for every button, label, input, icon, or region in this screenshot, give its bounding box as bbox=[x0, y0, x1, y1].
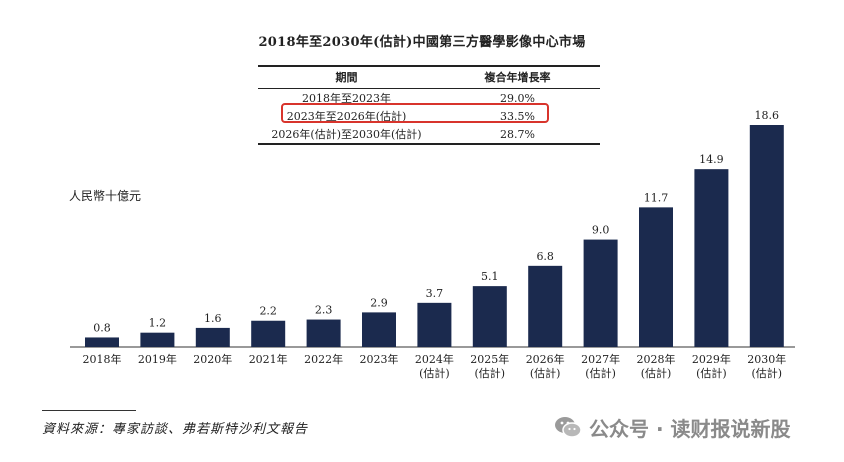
wechat-icon bbox=[555, 417, 582, 438]
bar-11 bbox=[694, 169, 729, 347]
x-tick-label: 2020年 bbox=[193, 352, 232, 366]
bar-value-label: 1.6 bbox=[204, 312, 222, 325]
x-tick-label: 2025年 bbox=[470, 352, 509, 366]
bar-3 bbox=[251, 320, 286, 347]
cagr-period-cell: 2023年至2026年(估計) bbox=[286, 110, 407, 123]
x-tick-label: 2023年 bbox=[360, 352, 399, 366]
bar-chart: 0.8 2018年 1.2 2019年 1.6 2020年 2.2 2021年 2.3 2022年… bbox=[70, 109, 795, 380]
x-tick-label: (估計) bbox=[641, 366, 672, 380]
bar-4 bbox=[306, 319, 341, 347]
bar-2 bbox=[195, 327, 230, 347]
bar-6 bbox=[417, 302, 452, 347]
x-tick-label: (估計) bbox=[752, 366, 783, 380]
bar-value-label: 6.8 bbox=[536, 250, 554, 263]
watermark-text: 公众号 · 读财报说新股 bbox=[589, 416, 791, 441]
table-row: 2018年至2023年 29.0% bbox=[258, 89, 600, 108]
source-divider bbox=[42, 410, 136, 411]
bar-1 bbox=[140, 332, 175, 347]
x-tick-label: 2027年 bbox=[581, 352, 620, 366]
x-tick-label: 2021年 bbox=[249, 352, 288, 366]
source-note: 資料來源：專家訪談、弗若斯特沙利文報告 bbox=[42, 422, 309, 437]
bar-value-label: 2.9 bbox=[370, 296, 388, 309]
x-tick-label: (估計) bbox=[419, 366, 450, 380]
bar-value-label: 18.6 bbox=[755, 109, 780, 122]
bar-8 bbox=[528, 265, 563, 347]
bar-value-label: 2.3 bbox=[315, 304, 333, 317]
x-tick-label: 2030年 bbox=[747, 352, 786, 366]
x-tick-label: (估計) bbox=[585, 366, 616, 380]
bar-value-label: 5.1 bbox=[481, 270, 499, 283]
x-tick-label: (估計) bbox=[696, 366, 727, 380]
bar-10 bbox=[639, 207, 673, 347]
x-tick-label: 2029年 bbox=[692, 352, 731, 366]
bar-12 bbox=[749, 125, 784, 347]
table-row: 2026年(估計)至2030年(估計) 28.7% bbox=[258, 125, 600, 145]
chart-title: 2018年至2030年(估計)中國第三方醫學影像中心市場 bbox=[258, 35, 586, 50]
x-tick-label: 2019年 bbox=[138, 352, 177, 366]
bar-value-label: 1.2 bbox=[149, 317, 167, 330]
cagr-period-cell: 2018年至2023年 bbox=[302, 92, 391, 105]
x-tick-label: 2028年 bbox=[637, 352, 676, 366]
table-row: 2023年至2026年(估計) 33.5% bbox=[258, 107, 600, 125]
bar-value-label: 11.7 bbox=[644, 191, 669, 204]
cagr-rate-cell: 33.5% bbox=[500, 109, 535, 123]
cagr-table-header: 期間 複合年增長率 bbox=[258, 65, 600, 89]
watermark: 公众号 · 读财报说新股 bbox=[553, 412, 791, 442]
x-tick-label: (估計) bbox=[475, 366, 506, 380]
x-tick-label: 2026年 bbox=[526, 352, 565, 366]
bar-value-label: 2.2 bbox=[259, 305, 277, 318]
bar-value-label: 0.8 bbox=[93, 321, 111, 334]
bar-7 bbox=[472, 286, 507, 347]
x-tick-label: 2022年 bbox=[304, 352, 343, 366]
bar-value-label: 3.7 bbox=[426, 287, 444, 300]
bar-5 bbox=[362, 312, 396, 347]
highlight-box bbox=[281, 103, 549, 123]
x-tick-label: 2018年 bbox=[83, 352, 122, 366]
cagr-table: 期間 複合年增長率 2018年至2023年 29.0% 2023年至2026年(… bbox=[258, 65, 600, 145]
cagr-rate-cell: 28.7% bbox=[435, 125, 600, 145]
y-axis-unit-label: 人民幣十億元 bbox=[69, 189, 142, 203]
x-tick-label: 2024年 bbox=[415, 352, 454, 366]
bar-0 bbox=[85, 337, 119, 347]
bar-9 bbox=[583, 239, 618, 347]
cagr-period-cell: 2026年(估計)至2030年(估計) bbox=[258, 125, 435, 145]
x-tick-label: (估計) bbox=[530, 366, 561, 380]
bar-value-label: 9.0 bbox=[592, 224, 610, 237]
cagr-header-rate: 複合年增長率 bbox=[435, 65, 600, 89]
bar-value-label: 14.9 bbox=[699, 153, 724, 166]
cagr-rate-cell: 29.0% bbox=[500, 91, 535, 105]
cagr-header-period: 期間 bbox=[258, 65, 435, 89]
